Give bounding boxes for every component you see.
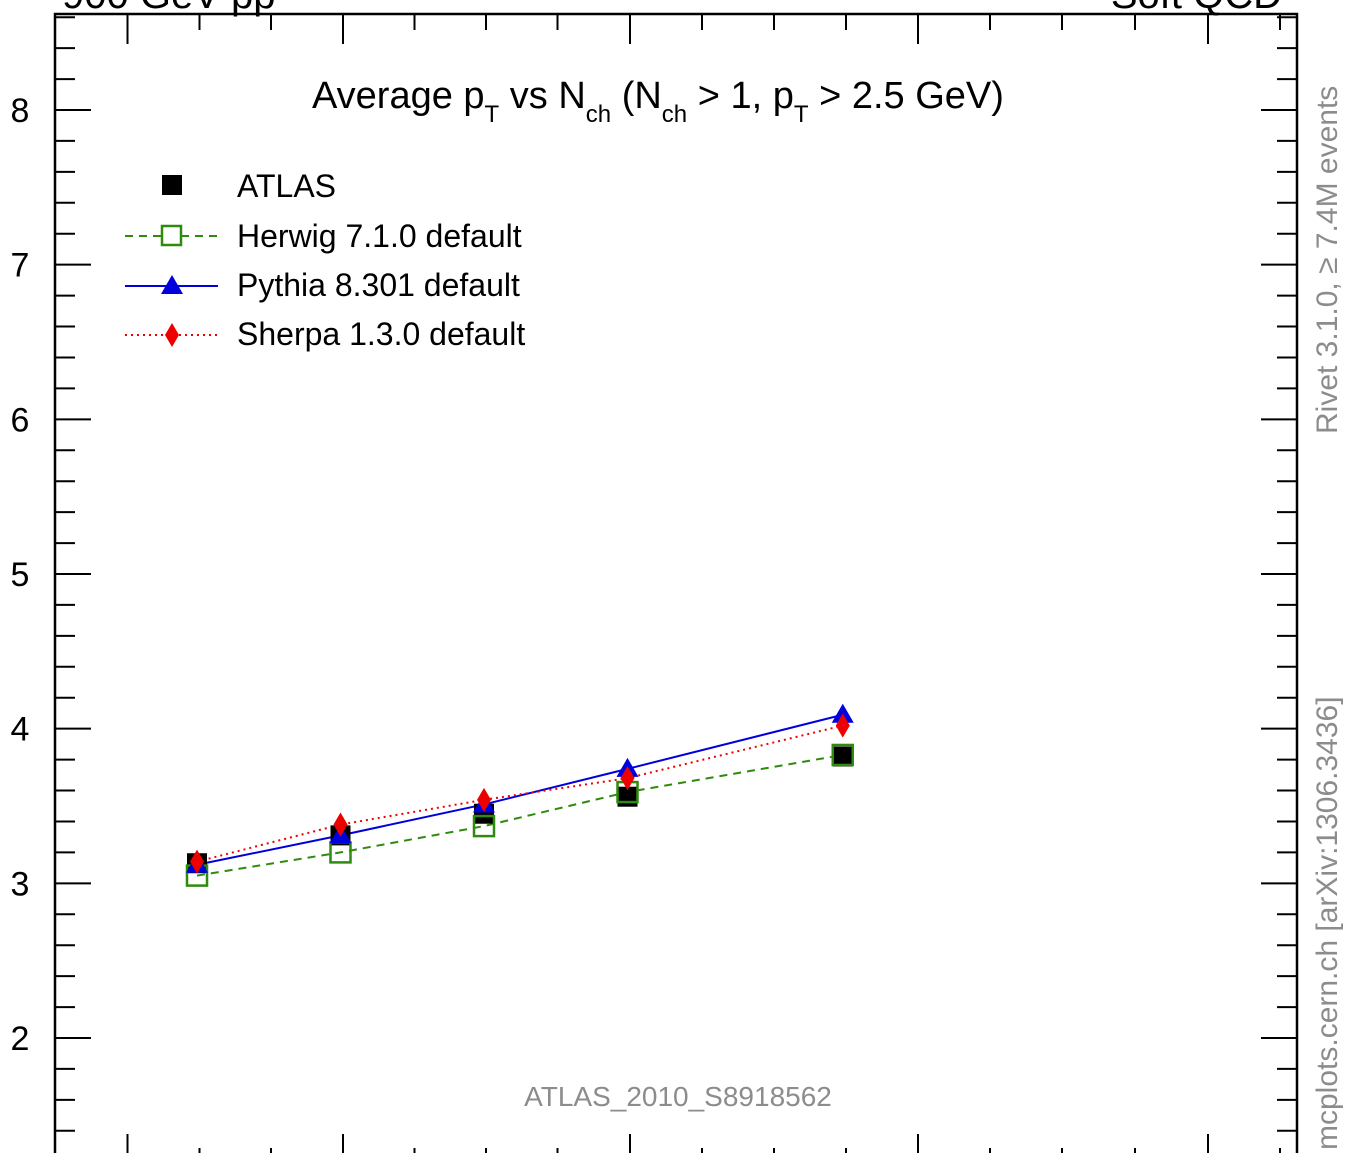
- herwig-point: [831, 743, 854, 767]
- sherpa-point: [190, 849, 204, 874]
- y-tick-label: 4: [11, 711, 30, 749]
- legend-marker-sherpa: [165, 323, 179, 347]
- sherpa-point: [477, 787, 491, 812]
- y-tick-label: 2: [11, 1020, 30, 1058]
- legend-label-herwig: Herwig 7.1.0 default: [237, 218, 522, 254]
- sherpa-point: [835, 713, 850, 738]
- y-tick-label: 3: [11, 865, 30, 903]
- side-label-mcplots: mcplots.cern.ch [arXiv:1306.3436]: [1311, 696, 1344, 1150]
- legend-marker-atlas: [162, 175, 182, 195]
- analysis-watermark: ATLAS_2010_S8918562: [524, 1081, 832, 1112]
- legend-label-sherpa: Sherpa 1.3.0 default: [237, 316, 525, 352]
- series-layer: [185, 703, 854, 887]
- series-line-diamond: [196, 724, 843, 863]
- side-label-rivet: Rivet 3.1.0, ≥ 7.4M events: [1311, 86, 1344, 434]
- y-tick-labels: 2 3 4 5 6 7 8: [11, 92, 30, 1058]
- y-tick-label: 8: [11, 92, 30, 130]
- y-tick-label: 7: [11, 247, 30, 285]
- legend-marker-pythia: [161, 275, 183, 294]
- series-line-square-open: [196, 753, 843, 877]
- legend-label-atlas: ATLAS: [237, 168, 336, 204]
- plot-frame: [53, 12, 1299, 1153]
- atlas-data-point: [832, 746, 853, 767]
- y-tick-label: 6: [11, 401, 30, 439]
- legend-marker-herwig: [160, 224, 183, 247]
- pythia-point: [831, 703, 854, 723]
- legend: ATLAS Herwig 7.1.0 default Pythia 8.301 …: [125, 168, 525, 352]
- chart-title: Average pT vs Nch (Nch > 1, pT > 2.5 GeV…: [312, 75, 1004, 128]
- series-line-triangle: [196, 713, 843, 866]
- y-tick-label: 5: [11, 556, 30, 594]
- axis-ticks: [55, 14, 1297, 1153]
- sherpa-point: [333, 812, 348, 837]
- sherpa-point: [620, 766, 635, 791]
- legend-label-pythia: Pythia 8.301 default: [237, 267, 520, 303]
- herwig-point: [472, 814, 496, 838]
